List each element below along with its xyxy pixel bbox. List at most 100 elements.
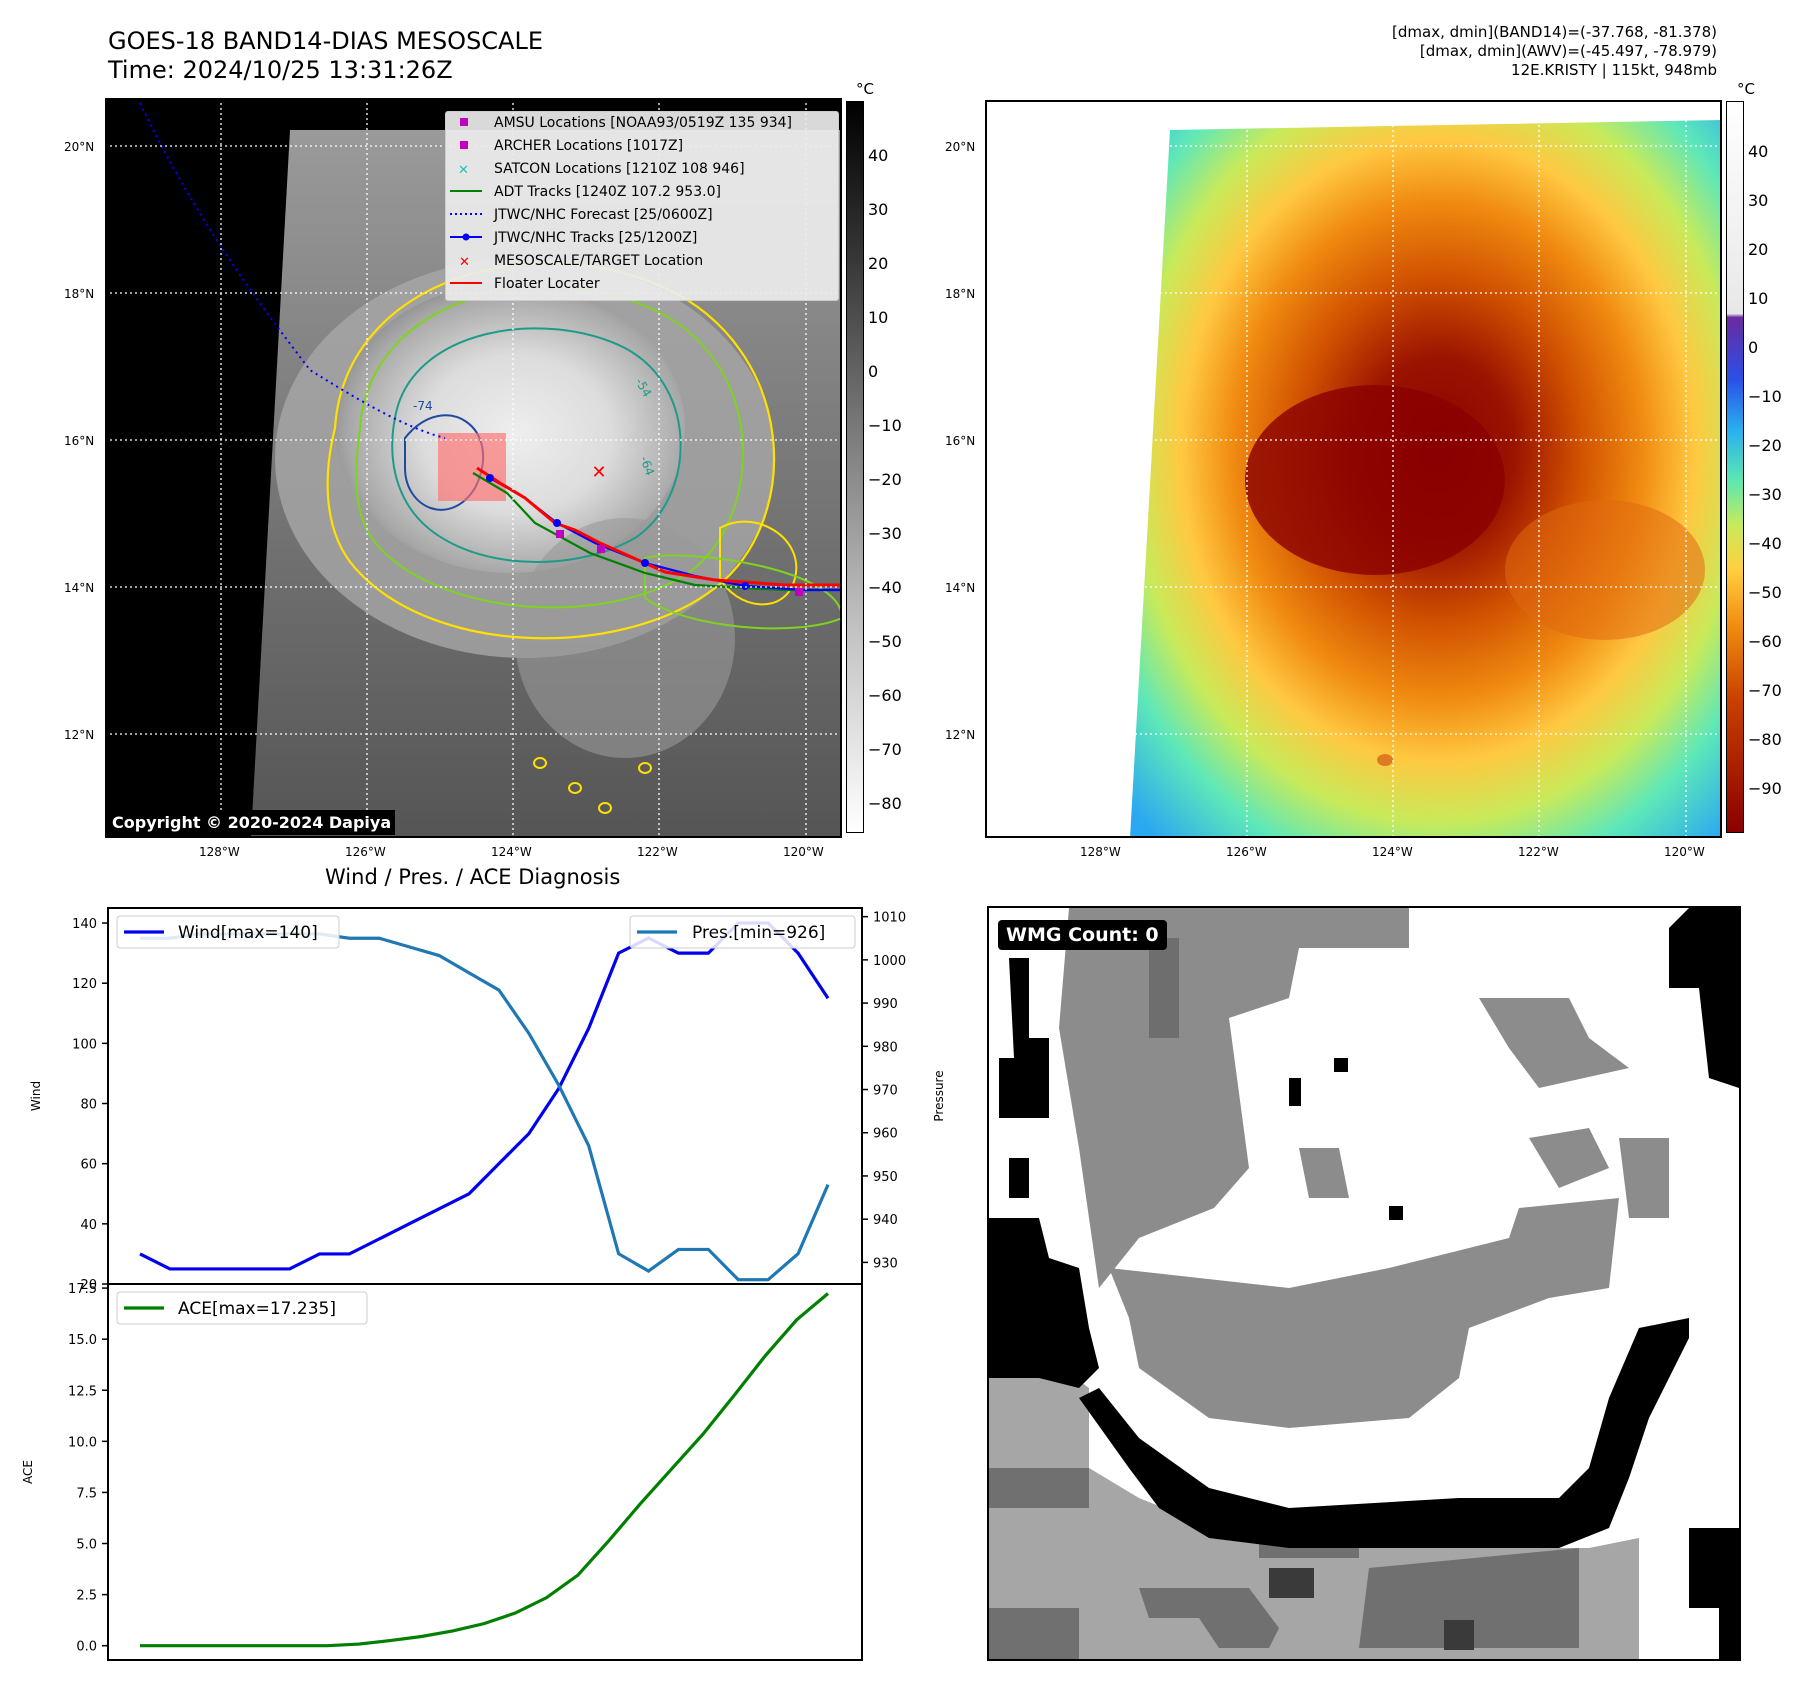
adt-track	[472, 472, 842, 592]
mesoscale-target-marker: ✕	[591, 462, 606, 483]
wmg-svg	[989, 908, 1739, 1659]
ir-cbar-tick: 10	[868, 308, 889, 327]
wind-tick-label: 80	[80, 1098, 97, 1113]
ir-cbar-tick: −70	[868, 740, 902, 759]
ace-tick-label: 2.5	[76, 1589, 97, 1604]
wind-ylabel: Wind	[29, 1081, 43, 1111]
diagnosis-chart-svg: 20 40 60 80 100 120 140 930 940 950 960 970 980 990 1…	[21, 907, 946, 1661]
lat-tick: 18°N	[945, 287, 976, 301]
archer-marker	[795, 588, 803, 596]
wind-tick-label: 20	[80, 1278, 97, 1293]
wind-tick-label: 100	[72, 1037, 97, 1052]
pressure-legend: Pres.[min=926]	[629, 915, 856, 949]
contour-cell	[598, 802, 612, 814]
amsu-marker	[556, 530, 564, 538]
legend-label: MESOSCALE/TARGET Location	[494, 253, 703, 269]
awv-cbar-tick: −50	[1748, 583, 1782, 602]
lat-tick: 12°N	[945, 728, 976, 742]
wind-legend: Wind[max=140]	[116, 915, 340, 949]
wmg-panel	[987, 906, 1741, 1661]
legend-label: AMSU Locations [NOAA93/0519Z 135 934]	[494, 115, 792, 131]
awv-cell	[1377, 754, 1393, 766]
legend-label: JTWC/NHC Tracks [25/1200Z]	[493, 230, 697, 246]
pressure-tick-label: 1010	[873, 911, 906, 926]
wmg-region-gray	[1529, 1128, 1609, 1188]
wmg-region-dark	[989, 1608, 1079, 1659]
ace-plot-frame	[107, 1283, 863, 1661]
pressure-tick-label: 940	[873, 1213, 898, 1228]
lon-tick: 124°W	[491, 845, 532, 859]
pressure-legend-label: Pres.[min=926]	[692, 923, 825, 943]
awv-cbar-tick: 30	[1748, 191, 1769, 210]
wind-plot-frame	[107, 907, 863, 1285]
ir-legend-svg: AMSU Locations [NOAA93/0519Z 135 934] AR…	[450, 115, 792, 292]
archer-marker	[597, 545, 605, 553]
awv-cbar-tick: −70	[1748, 681, 1782, 700]
awv-cbar-tick: −60	[1748, 632, 1782, 651]
info-band14-range: [dmax, dmin](BAND14)=(-37.768, -81.378)	[1392, 23, 1717, 41]
contour-teal	[391, 327, 682, 563]
lat-tick: 14°N	[64, 581, 95, 595]
ir-central-dense-overcast	[335, 283, 685, 573]
ir-cbar-tick: −20	[868, 470, 902, 489]
ir-cbar-tick: 40	[868, 146, 889, 165]
wmg-black-edge	[1009, 1158, 1029, 1198]
wind-legend-label: Wind[max=140]	[178, 923, 318, 943]
lat-tick: 12°N	[64, 728, 95, 742]
ir-cbar-tick: 30	[868, 200, 889, 219]
wmg-region-gray	[1109, 1198, 1619, 1428]
info-block: [dmax, dmin](BAND14)=(-37.768, -81.378) …	[1117, 23, 1717, 80]
lon-tick: 120°W	[783, 845, 824, 859]
awv-cbar-tick: 0	[1748, 338, 1759, 357]
ace-series-line	[140, 1292, 830, 1648]
contour-cell	[533, 757, 547, 769]
diagnosis-title: Wind / Pres. / ACE Diagnosis	[325, 865, 621, 889]
track-point	[486, 474, 494, 482]
ace-legend-label: ACE[max=17.235]	[178, 1299, 336, 1319]
wind-tick-label: 140	[72, 917, 97, 932]
legend-marker-satcon: ✕	[458, 163, 469, 178]
wmg-region-gray	[1619, 1138, 1669, 1218]
awv-cbar-tick: −40	[1748, 534, 1782, 553]
contour-band-yellow	[719, 520, 798, 606]
ace-tick-label: 0.0	[76, 1640, 97, 1655]
awv-cbar-tick: −80	[1748, 730, 1782, 749]
wmg-black-edge	[989, 1218, 1099, 1388]
legend-label: ADT Tracks [1240Z 107.2 953.0]	[494, 184, 721, 200]
pressure-tick-label: 950	[873, 1170, 898, 1185]
wind-tick-label: 120	[72, 977, 97, 992]
wmg-count-label: WMG Count: 0	[998, 920, 1167, 950]
legend-label: Floater Locater	[494, 276, 600, 292]
ir-colorbar-unit: °C	[856, 80, 874, 98]
ir-gridlines	[105, 98, 842, 838]
wmg-region-dark	[1359, 1548, 1579, 1648]
legend-label: SATCON Locations [1210Z 108 946]	[494, 161, 745, 177]
contour-cell	[568, 782, 582, 794]
floater-track	[476, 466, 842, 587]
figure-title-line2: Time: 2024/10/25 13:31:26Z	[108, 56, 453, 84]
pressure-tick-label: 930	[873, 1256, 898, 1271]
wmg-black-corner	[1669, 908, 1739, 1088]
lat-tick: 20°N	[64, 140, 95, 154]
ace-axes: 0.0 2.5 5.0 7.5 10.0 12.5 15.0 17.5 ACE ACE[max…	[21, 1282, 863, 1661]
wind-legend-box	[116, 915, 340, 949]
awv-gridlines	[985, 100, 1722, 838]
legend-marker-amsu	[460, 118, 468, 126]
lat-tick: 16°N	[64, 434, 95, 448]
wmg-black-corner	[1689, 1528, 1739, 1659]
wind-series-line	[139, 921, 830, 1271]
ir-legend: AMSU Locations [NOAA93/0519Z 135 934] AR…	[445, 111, 839, 301]
forecast-track	[139, 102, 446, 439]
track-point	[741, 582, 749, 590]
ace-ylabel: ACE	[21, 1460, 35, 1484]
awv-cbar-tick: −90	[1748, 779, 1782, 798]
awv-cbar-tick: −10	[1748, 387, 1782, 406]
contour-label: -64	[637, 454, 657, 477]
awv-colorbar-unit: °C	[1737, 80, 1755, 98]
ace-tick-label: 7.5	[76, 1486, 97, 1501]
awv-convective-band	[1505, 500, 1705, 640]
lon-tick: 122°W	[637, 845, 678, 859]
track-point	[641, 559, 649, 567]
lon-tick: 126°W	[345, 845, 386, 859]
awv-map-panel	[985, 100, 1722, 838]
